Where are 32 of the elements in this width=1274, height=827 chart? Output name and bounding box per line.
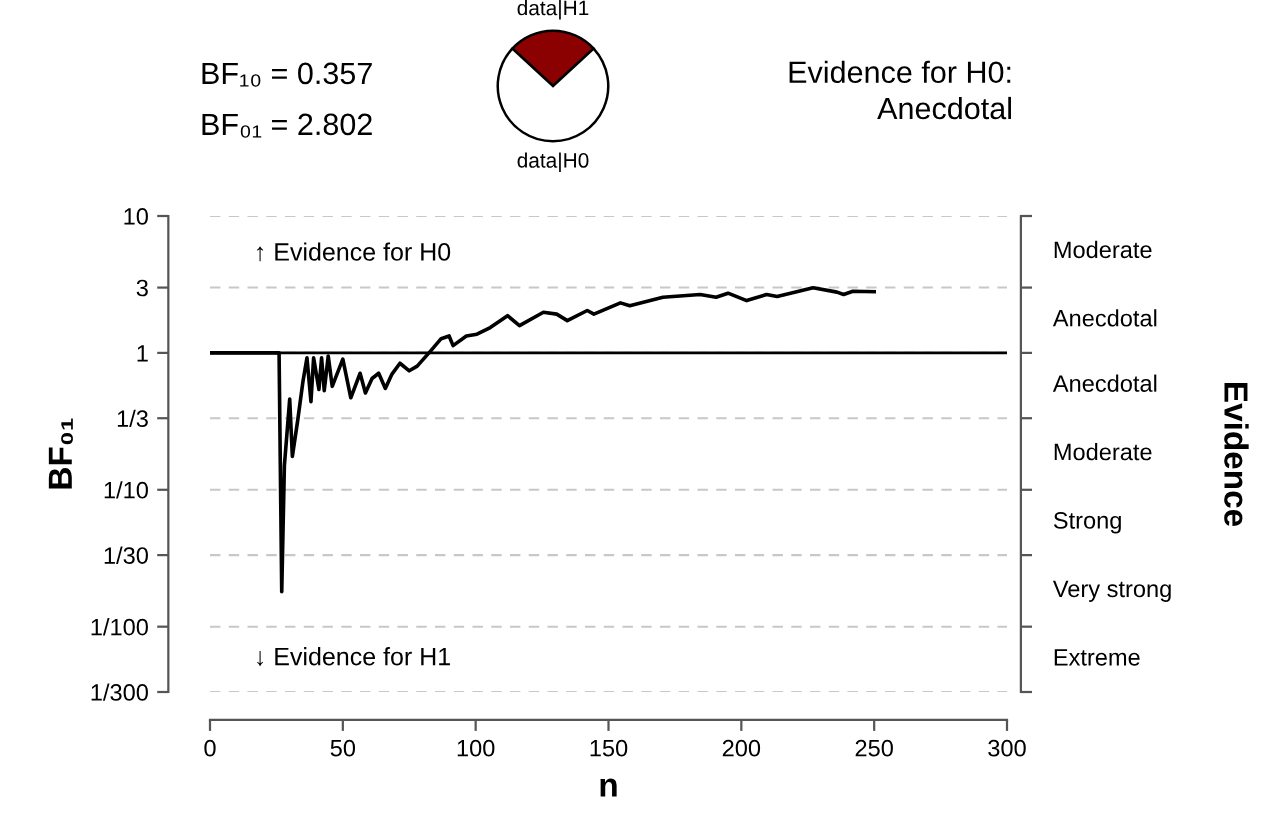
- y-tick-label: 1/10: [104, 481, 148, 499]
- y2-axis-title: Evidence: [1224, 383, 1249, 527]
- x-tick-label: 300: [988, 739, 1026, 757]
- text: BF₁₀ = 0.357: [202, 62, 372, 87]
- y-tick-label: 1/100: [91, 618, 148, 636]
- text: Moderate: [1054, 442, 1152, 461]
- text: Anecdotal: [1052, 309, 1157, 327]
- text: Evidence for H0: Anecdotal: [789, 60, 1011, 120]
- y-tick-label: 1/30: [104, 546, 148, 564]
- x-tick-label: 150: [590, 739, 628, 757]
- text: Extreme: [1054, 649, 1140, 666]
- annotation: ↑ Evidence for H0: [257, 242, 451, 262]
- x-axis-title: n: [600, 778, 617, 797]
- slice-label: data|H1: [517, 0, 589, 20]
- slice-label: data|H0: [517, 152, 589, 172]
- annotation: ↓ Evidence for H1: [257, 647, 450, 666]
- text: Moderate: [1054, 240, 1152, 259]
- y-axis-title: BF₀₁: [48, 418, 73, 489]
- y-tick-label: 1/3: [117, 409, 148, 427]
- text: Anecdotal: [1052, 374, 1157, 392]
- x-tick-label: 200: [722, 739, 761, 757]
- y-tick-label: 3: [136, 279, 148, 297]
- y-tick-label: 1/300: [91, 683, 148, 701]
- y-tick-label: 10: [124, 208, 148, 225]
- y-tick-label: 1: [137, 345, 148, 362]
- x-tick-label: 250: [855, 739, 893, 757]
- x-tick-label: 50: [330, 739, 356, 757]
- text: BF₀₁ = 2.802: [202, 113, 372, 138]
- x-tick-label: 0: [204, 739, 216, 757]
- x-tick-label: 100: [457, 739, 495, 757]
- text: Very strong: [1052, 580, 1171, 602]
- text: Strong: [1053, 512, 1121, 534]
